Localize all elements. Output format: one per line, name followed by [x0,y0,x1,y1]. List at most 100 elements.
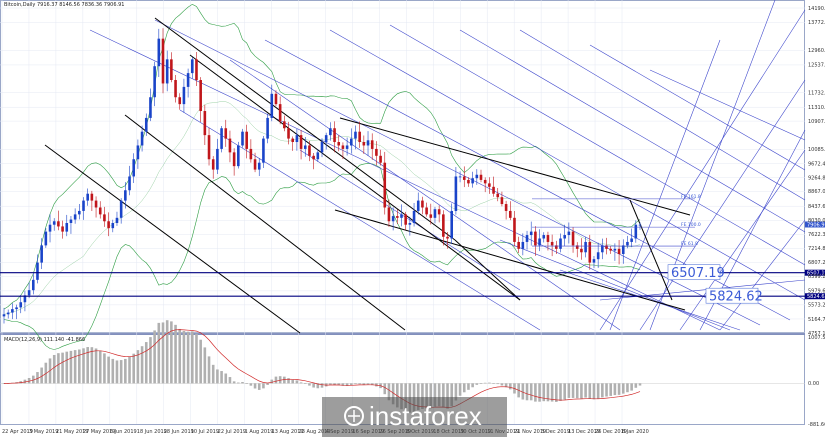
macd-y-tick-label: 0.00 [808,381,819,387]
x-tick-label: 13 Aug 2019 [272,429,304,435]
fan-line [519,29,806,201]
candle-body [567,231,571,236]
candle-body [15,307,18,310]
watermark: instaforex [322,397,507,437]
channel-line [189,54,521,301]
x-tick-label: 23 Aug 2019 [299,429,331,435]
candle-body [349,138,353,146]
candle-body [44,231,48,246]
candle-body [379,155,382,163]
candle-body [249,148,253,160]
candle-body [195,59,198,81]
bollinger-lower-line [3,162,641,350]
fib-level-label: FE 100.0 [681,222,701,228]
candle-body [157,38,161,67]
candle-body [228,138,232,153]
macd-bar [82,348,85,384]
candle-body [190,59,194,74]
candle-body [580,248,583,253]
fan-line [179,109,541,331]
fan-line [609,39,721,331]
y-tick-label: 7214.80 [808,246,825,252]
macd-bar [575,383,579,399]
level-label: 6507.19 [671,266,725,281]
macd-bar [571,383,575,398]
candle-body [220,128,223,149]
candle-body [136,145,140,160]
macd-bar [249,383,253,386]
candle-body [295,135,299,143]
candle-body [370,140,374,149]
macd-bar [278,376,282,384]
fan-line [499,239,731,331]
macd-bar [107,356,110,384]
candle-body [563,235,566,239]
x-tick-label: 10 Jul 2019 [191,429,219,435]
macd-bar [320,383,324,388]
level-label-box [667,264,721,281]
candle-body [596,252,600,260]
candle-body [124,190,127,201]
candle-body [621,245,625,255]
macd-bar [186,331,190,384]
channel-line [629,199,673,301]
macd-signal-line [4,329,641,408]
macd-bar [613,383,617,396]
candle-body [546,235,550,242]
candle-body [262,138,265,163]
candle-body [550,241,554,246]
macd-bar [86,347,89,384]
candle-body [584,241,587,253]
y-tick-label: 5979.60 [808,289,825,295]
macd-bar [546,383,550,402]
candles [2,28,642,324]
macd-bar [630,383,633,391]
macd-bar [257,383,261,390]
macd-bar [170,321,173,384]
candle-body [73,214,77,220]
candle-body [387,207,391,222]
candle-body [257,162,261,170]
candle-body [324,135,328,143]
candle-body [425,207,428,215]
candle-body [23,295,27,303]
level-label-box [705,287,759,304]
candle-body [333,128,336,143]
macd-bar [354,383,357,385]
macd-bar [274,376,278,384]
candle-body [559,238,562,249]
candle-body [337,142,341,146]
candle-body [165,59,169,84]
macd-bar [425,383,428,409]
y-tick-label: 6807.20 [808,260,825,266]
candle-body [492,186,495,194]
candle-body [429,214,433,218]
x-tick-label: 6 Jun 2019 [110,429,137,435]
candle-body [525,235,529,242]
macd-bar [596,383,600,399]
current-price-tag [805,221,825,228]
macd-bar [429,383,433,409]
macd-bar [216,369,219,384]
macd-bar [207,356,211,384]
candle-body [86,193,89,201]
candle-body [266,117,269,139]
macd-bar [609,383,613,396]
x-tick-label: 8 Jan 2020 [622,429,649,435]
candle-body [534,231,537,246]
candle-body [119,200,123,218]
level-axis-tag [805,269,825,276]
candle-body [2,314,6,317]
macd-bar [94,348,98,384]
candle-body [483,179,487,184]
macd-bar [479,383,483,384]
macd-bar [228,377,232,384]
macd-bar [115,360,119,384]
macd-bar [303,383,307,384]
macd-bar [144,342,148,384]
candle-body [475,174,479,179]
candle-body [57,221,60,227]
candle-body [471,178,474,184]
level-axis-label: 5824.62 [807,294,825,300]
macd-bar [312,383,315,388]
